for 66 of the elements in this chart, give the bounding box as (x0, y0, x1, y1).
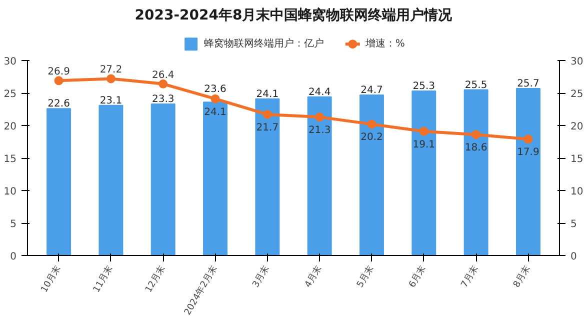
bar (464, 89, 488, 256)
data-label: 25.7 (517, 78, 540, 90)
data-label: 17.9 (517, 147, 540, 158)
x-tick-label: 3月末 (250, 263, 272, 290)
data-label: 25.5 (464, 80, 488, 91)
y-tick-label: 15 (4, 154, 17, 165)
data-label: 23.3 (152, 94, 174, 106)
legend-label: 增速：% (364, 38, 405, 50)
bar (46, 108, 72, 256)
bar (203, 102, 228, 256)
x-tick-label: 7月末 (458, 263, 480, 290)
y2-tick-label: 15 (570, 154, 584, 165)
legend-label: 蜂窝物联网终端用户：亿户 (204, 38, 324, 50)
data-label: 25.3 (412, 81, 436, 92)
point (54, 76, 64, 86)
y-tick-label: 0 (10, 252, 17, 262)
point (524, 134, 533, 144)
data-label: 23.1 (100, 95, 122, 106)
x-tick-label: 12月末 (143, 264, 168, 295)
y-tick-label: 20 (4, 122, 17, 132)
data-label: 19.1 (412, 139, 436, 150)
point (315, 112, 324, 122)
data-label: 18.6 (464, 142, 488, 154)
point (367, 120, 376, 129)
data-label: 21.3 (308, 125, 331, 136)
y2-tick-label: 10 (570, 186, 584, 198)
data-label: 23.6 (204, 84, 226, 96)
x-tick-label: 5月末 (354, 263, 376, 290)
y-tick-label: 10 (4, 186, 17, 198)
x-tick-label: 8月末 (511, 263, 533, 290)
y-tick-label: 25 (4, 89, 17, 100)
bar (98, 104, 124, 256)
y-tick-label: 30 (4, 56, 17, 68)
y2-tick-label: 5 (570, 219, 577, 230)
x-tick-label: 10月末 (38, 264, 64, 295)
data-label: 24.1 (204, 106, 226, 118)
y2-tick-label: 25 (570, 89, 584, 100)
point (419, 126, 428, 136)
point (262, 110, 272, 119)
bar (150, 104, 176, 256)
data-label: 27.2 (100, 64, 122, 76)
y-tick-label: 5 (10, 219, 17, 230)
point (106, 74, 116, 84)
chart-title: 2023-2024年8月末中国蜂窝物联网终端用户情况 (134, 6, 454, 24)
bar (516, 88, 540, 256)
y2-tick-label: 30 (570, 56, 584, 68)
bar (255, 98, 280, 256)
bar (307, 96, 332, 256)
y2-tick-label: 20 (570, 122, 584, 132)
data-label: 22.6 (48, 98, 70, 110)
y2-tick-label: 0 (570, 252, 577, 262)
data-label: 24.1 (256, 88, 279, 100)
x-tick-label: 11月末 (91, 264, 116, 295)
data-label: 26.9 (48, 66, 70, 78)
data-label: 21.7 (256, 122, 279, 134)
x-tick-label: 6月末 (406, 263, 428, 290)
point (210, 94, 220, 104)
point (472, 130, 481, 140)
point (158, 79, 168, 88)
data-label: 26.4 (152, 70, 174, 81)
bar (412, 90, 436, 256)
bar (360, 94, 384, 256)
x-tick-label: 4月末 (302, 263, 324, 290)
data-label: 24.4 (308, 86, 331, 98)
data-label: 20.2 (360, 132, 383, 144)
data-label: 24.7 (360, 84, 383, 96)
